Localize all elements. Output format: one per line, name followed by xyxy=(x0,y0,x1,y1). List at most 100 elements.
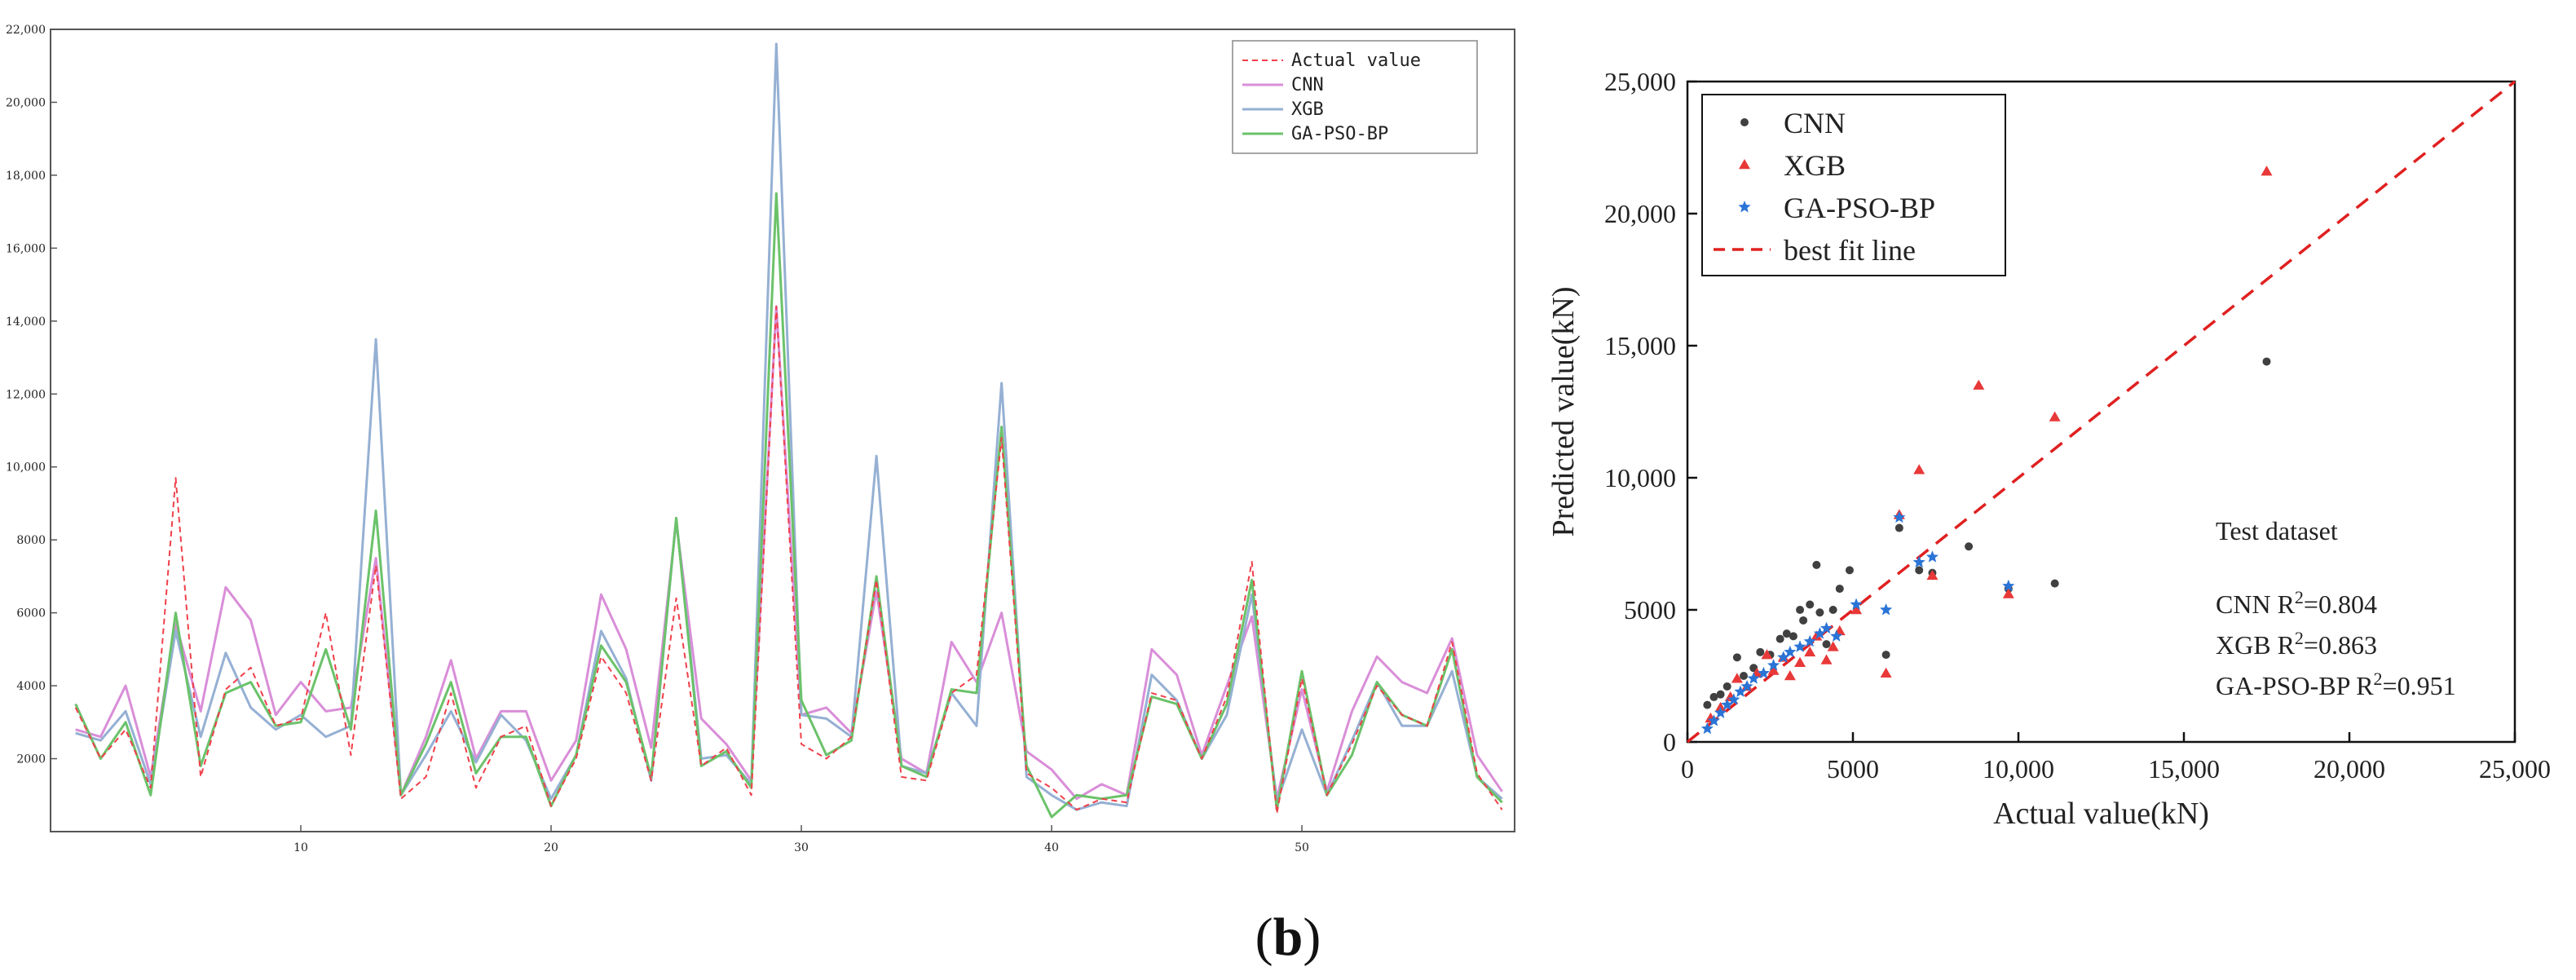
point-ga-pso-bp xyxy=(1714,706,1727,718)
point-cnn xyxy=(1756,647,1765,656)
legend-label: CNN xyxy=(1784,107,1846,139)
point-xgb xyxy=(1811,630,1823,641)
x-tick-label: 25,000 xyxy=(2479,754,2551,784)
point-ga-pso-bp xyxy=(1912,555,1925,568)
point-cnn xyxy=(1881,651,1890,660)
point-xgb xyxy=(2049,411,2061,422)
legend-label: CNN xyxy=(1291,75,1324,95)
y-tick-label: 14,000 xyxy=(6,316,46,329)
annotation-line: XGB R2=0.863 xyxy=(2216,628,2377,660)
point-ga-pso-bp xyxy=(1893,510,1906,523)
point-xgb xyxy=(1794,656,1806,668)
line-chart: 2000 4000 6000 8000 10,000 12,000 14,000 16,000… xyxy=(6,24,1515,854)
point-xgb xyxy=(1804,646,1816,657)
point-cnn xyxy=(1806,600,1815,609)
line-chart-frame xyxy=(50,29,1515,832)
scatter-chart-x-axis: 0 5000 10,000 15,000 20,000 25,000 xyxy=(1681,732,2551,784)
point-xgb xyxy=(2002,588,2014,598)
y-tick-label: 8000 xyxy=(16,534,46,547)
line-chart-y-axis: 2000 4000 6000 8000 10,000 12,000 14,000 16,000… xyxy=(6,24,57,766)
legend-label: GA-PSO-BP xyxy=(1784,192,1935,224)
point-cnn xyxy=(1789,632,1797,641)
point-ga-pso-bp xyxy=(2002,579,2015,592)
point-ga-pso-bp xyxy=(1784,645,1797,658)
legend-label: GA-PSO-BP xyxy=(1291,124,1388,144)
y-tick-label: 22,000 xyxy=(6,24,46,37)
y-tick-label: 10,000 xyxy=(1604,463,1676,492)
point-cnn xyxy=(1835,585,1844,594)
scatter-chart-frame xyxy=(1686,80,2516,744)
scatter-chart-legend: CNN XGB GA-PSO-BP best fit line xyxy=(1701,94,2006,276)
point-ga-pso-bp xyxy=(1830,629,1843,642)
point-cnn xyxy=(1782,629,1791,638)
legend-label: XGB xyxy=(1291,99,1324,120)
point-xgb xyxy=(1926,569,1939,580)
point-cnn xyxy=(1828,606,1837,614)
point-cnn xyxy=(1796,606,1805,614)
scatter-chart-points xyxy=(1686,80,2516,744)
point-cnn xyxy=(1740,672,1749,680)
caption-close: ) xyxy=(1303,907,1321,967)
x-tick-label: 20 xyxy=(544,841,558,854)
point-xgb xyxy=(1827,641,1839,651)
x-tick-label: 0 xyxy=(1681,754,1694,784)
point-xgb xyxy=(1850,604,1863,615)
point-ga-pso-bp xyxy=(1767,659,1780,671)
y-tick-label: 5000 xyxy=(1624,595,1676,625)
legend-label: best fit line xyxy=(1784,234,1916,267)
point-cnn xyxy=(1732,653,1741,662)
point-cnn xyxy=(2262,357,2271,366)
point-ga-pso-bp xyxy=(1803,634,1816,647)
point-ga-pso-bp xyxy=(1879,603,1893,616)
point-ga-pso-bp xyxy=(1850,598,1863,610)
legend-swatch xyxy=(1740,118,1749,126)
y-tick-label: 20,000 xyxy=(6,96,46,109)
point-ga-pso-bp xyxy=(1727,693,1740,705)
figure-caption: (b) xyxy=(0,907,2576,969)
point-xgb xyxy=(1761,649,1773,660)
point-ga-pso-bp xyxy=(1747,672,1760,684)
point-cnn xyxy=(1915,566,1924,575)
x-tick-label: 10,000 xyxy=(1983,754,2054,784)
point-xgb xyxy=(1784,670,1796,681)
point-xgb xyxy=(2261,166,2273,176)
point-cnn xyxy=(1722,682,1731,691)
point-ga-pso-bp xyxy=(1740,679,1753,692)
scatter-chart: 0 5000 10,000 15,000 20,000 25,000 0 5000 10,00… xyxy=(1546,67,2551,831)
point-cnn xyxy=(1703,700,1712,709)
point-ga-pso-bp xyxy=(1734,685,1747,697)
point-ga-pso-bp xyxy=(1793,640,1806,652)
x-tick-label: 40 xyxy=(1044,841,1059,854)
point-cnn xyxy=(1709,692,1718,701)
y-tick-label: 18,000 xyxy=(6,170,46,183)
point-ga-pso-bp xyxy=(1757,666,1770,679)
point-ga-pso-bp xyxy=(1721,698,1734,711)
series-line-ga-pso-bp xyxy=(74,192,1503,819)
x-tick-label: 15,000 xyxy=(2148,754,2220,784)
point-cnn xyxy=(1965,542,1974,551)
point-ga-pso-bp xyxy=(1777,651,1790,663)
y-tick-label: 16,000 xyxy=(6,242,46,255)
x-tick-label: 50 xyxy=(1295,841,1309,854)
point-ga-pso-bp xyxy=(1925,550,1939,563)
series-line-actual-value xyxy=(74,305,1503,814)
caption-open: ( xyxy=(1255,907,1273,967)
x-tick-label: 20,000 xyxy=(2314,754,2385,784)
line-chart-x-axis: 10 20 30 40 50 xyxy=(293,825,1309,854)
point-ga-pso-bp xyxy=(1707,714,1721,726)
annotation-line: GA-PSO-BP R2=0.951 xyxy=(2216,669,2456,700)
point-cnn xyxy=(1799,616,1808,625)
y-tick-label: 4000 xyxy=(16,680,46,693)
point-cnn xyxy=(2050,579,2059,588)
point-cnn xyxy=(1822,640,1831,649)
point-ga-pso-bp xyxy=(1820,621,1833,634)
point-xgb xyxy=(1913,464,1925,475)
point-cnn xyxy=(1775,634,1784,643)
legend-swatch xyxy=(1739,159,1750,170)
point-cnn xyxy=(1812,560,1821,569)
y-tick-label: 2000 xyxy=(16,753,46,766)
legend-label: XGB xyxy=(1784,149,1846,182)
caption-letter: b xyxy=(1273,907,1303,967)
scatter-chart-y-axis: 0 5000 10,000 15,000 20,000 25,000 xyxy=(1604,67,1697,757)
